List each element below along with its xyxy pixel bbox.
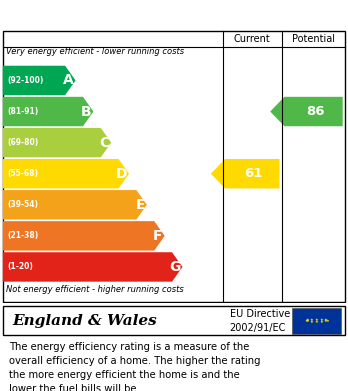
- Text: (81-91): (81-91): [7, 107, 38, 116]
- Text: ★: ★: [310, 319, 313, 323]
- Polygon shape: [3, 190, 147, 219]
- Text: (69-80): (69-80): [7, 138, 38, 147]
- Text: ★: ★: [324, 318, 327, 322]
- Text: (1-20): (1-20): [7, 262, 33, 271]
- Bar: [3, 306, 345, 335]
- Text: Current: Current: [234, 34, 271, 44]
- Text: (21-38): (21-38): [7, 231, 38, 240]
- Text: (39-54): (39-54): [7, 200, 38, 209]
- Text: Energy Efficiency Rating: Energy Efficiency Rating: [9, 7, 230, 22]
- Text: Potential: Potential: [292, 34, 335, 44]
- Text: EU Directive
2002/91/EC: EU Directive 2002/91/EC: [230, 308, 290, 333]
- Polygon shape: [3, 66, 76, 95]
- Polygon shape: [3, 159, 129, 188]
- Text: ★: ★: [315, 320, 318, 324]
- Text: ★: ★: [304, 319, 308, 323]
- Text: ★: ★: [306, 318, 309, 322]
- Text: ★: ★: [320, 318, 324, 322]
- Text: E: E: [135, 198, 145, 212]
- Text: (92-100): (92-100): [7, 76, 44, 85]
- Text: A: A: [63, 74, 73, 88]
- Polygon shape: [3, 252, 182, 282]
- Text: Very energy efficient - lower running costs: Very energy efficient - lower running co…: [6, 47, 184, 56]
- Text: B: B: [81, 104, 91, 118]
- Text: (55-68): (55-68): [7, 169, 38, 178]
- Text: ★: ★: [324, 319, 327, 323]
- Polygon shape: [3, 128, 111, 157]
- Text: ★: ★: [306, 319, 309, 323]
- Text: C: C: [99, 136, 109, 150]
- Text: F: F: [153, 229, 163, 243]
- Text: Not energy efficient - higher running costs: Not energy efficient - higher running co…: [6, 285, 184, 294]
- Text: G: G: [169, 260, 180, 274]
- Polygon shape: [3, 97, 93, 126]
- Text: ★: ★: [325, 319, 329, 323]
- Text: 86: 86: [306, 105, 324, 118]
- Polygon shape: [270, 97, 343, 126]
- Polygon shape: [211, 159, 279, 188]
- Text: D: D: [116, 167, 127, 181]
- Text: ★: ★: [320, 319, 324, 323]
- Text: The energy efficiency rating is a measure of the
overall efficiency of a home. T: The energy efficiency rating is a measur…: [9, 343, 260, 391]
- Text: ★: ★: [315, 317, 318, 321]
- Polygon shape: [3, 221, 165, 251]
- Bar: [292, 308, 341, 334]
- Text: ★: ★: [310, 318, 313, 322]
- Text: 61: 61: [245, 167, 263, 180]
- Text: England & Wales: England & Wales: [12, 314, 157, 328]
